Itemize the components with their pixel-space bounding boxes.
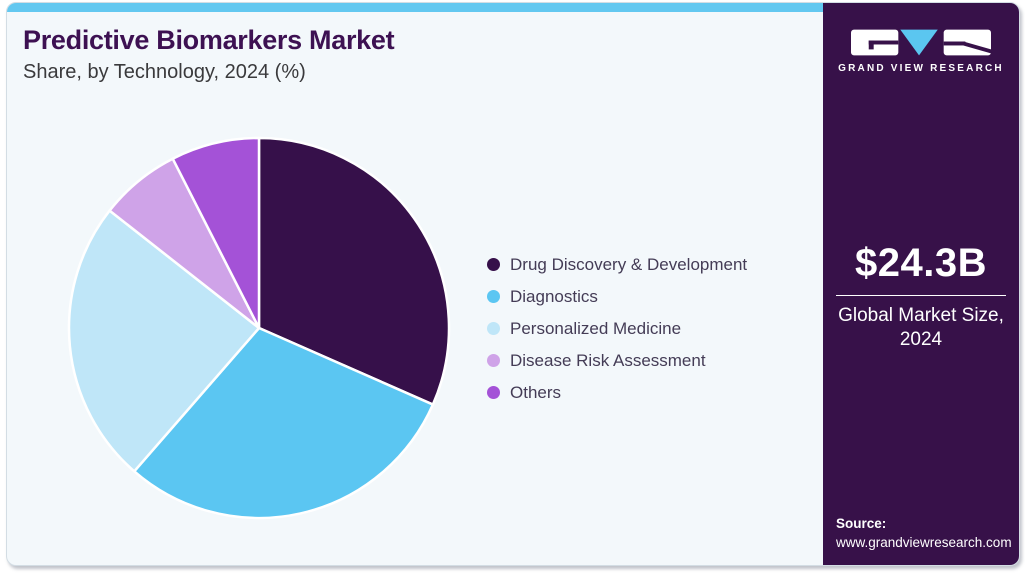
- legend-label: Disease Risk Assessment: [510, 350, 706, 370]
- page-title: Predictive Biomarkers Market: [23, 25, 395, 55]
- legend-item: Personalized Medicine: [487, 319, 747, 338]
- legend-label: Others: [510, 382, 562, 402]
- legend-label: Drug Discovery & Development: [510, 254, 748, 274]
- legend-item: Disease Risk Assessment: [487, 351, 747, 370]
- legend-label: Personalized Medicine: [510, 318, 682, 338]
- legend-item: Drug Discovery & Development: [487, 255, 747, 274]
- legend-dot: [487, 354, 500, 367]
- source-label: Source:: [836, 515, 887, 531]
- pie-slice: [171, 136, 261, 330]
- legend-dot: [487, 290, 500, 303]
- market-size-label: Global Market Size, 2024: [838, 305, 1004, 350]
- legend-item: Diagnostics: [487, 287, 747, 306]
- legend-item: Others: [487, 383, 747, 402]
- source-url: www.grandviewresearch.com: [836, 535, 1012, 551]
- legend-dot: [487, 322, 500, 335]
- page-subtitle: Share, by Technology, 2024 (%): [23, 61, 306, 83]
- logo-v-shape: [900, 29, 938, 56]
- legend: Drug Discovery & Development Diagnostics P…: [487, 255, 747, 415]
- pie-slice: [67, 209, 261, 473]
- legend-label: Diagnostics: [510, 286, 598, 306]
- market-size-value: $24.3B: [855, 241, 987, 285]
- chart-panel: Predictive Biomarkers Market Share, by T…: [7, 3, 823, 565]
- brand-sidebar: GRAND VIEW RESEARCH $24.3B Global Market…: [823, 3, 1019, 565]
- top-accent-bar: [7, 3, 823, 12]
- source-block: Source: www.grandviewresearch.com: [836, 514, 1012, 553]
- pie-slice: [133, 326, 435, 520]
- brand-logo-block: GRAND VIEW RESEARCH: [823, 29, 1019, 74]
- legend-dot: [487, 258, 500, 271]
- infographic-card: Predictive Biomarkers Market Share, by T…: [6, 2, 1020, 566]
- divider: [836, 295, 1006, 296]
- gvr-logo-icon: [851, 29, 991, 56]
- chart-header: Predictive Biomarkers Market Share, by T…: [23, 25, 395, 84]
- pie-chart: [67, 136, 451, 520]
- pie-slice: [257, 136, 451, 406]
- legend-dot: [487, 386, 500, 399]
- market-size-block: $24.3B Global Market Size, 2024: [823, 241, 1019, 352]
- brand-name: GRAND VIEW RESEARCH: [838, 63, 1004, 74]
